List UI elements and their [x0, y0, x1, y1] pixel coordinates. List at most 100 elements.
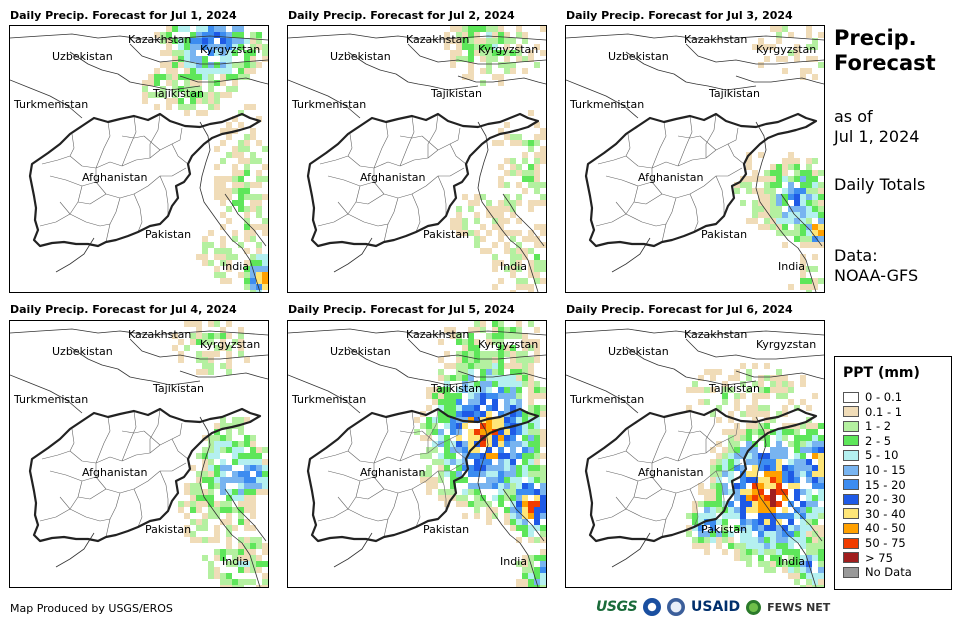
- precip-cell: [498, 38, 504, 44]
- forecast-map-panel[interactable]: Kazakhstan Kyrgyzstan Uzbekistan Tajikistan…: [565, 25, 825, 293]
- precip-cell: [818, 513, 824, 519]
- forecast-map-panel[interactable]: Kazakhstan Kyrgyzstan Uzbekistan Tajikistan…: [9, 25, 269, 293]
- country-border: [477, 416, 539, 587]
- precip-cell: [166, 26, 172, 32]
- forecast-map-panel[interactable]: Kazakhstan Kyrgyzstan Uzbekistan Tajikistan…: [9, 320, 269, 588]
- precip-cell: [238, 327, 244, 333]
- precip-cell: [492, 218, 498, 224]
- precip-cell: [528, 321, 534, 327]
- precip-cell: [250, 194, 256, 200]
- precip-cell: [208, 453, 214, 459]
- precip-cell: [474, 417, 480, 423]
- precip-cell: [770, 507, 776, 513]
- precip-cell: [770, 447, 776, 453]
- precip-cell: [740, 200, 746, 206]
- country-border: [685, 338, 824, 360]
- precip-cell: [534, 182, 540, 188]
- precip-cell: [226, 513, 232, 519]
- precip-cell: [522, 531, 528, 537]
- precip-cell: [794, 230, 800, 236]
- precip-cell: [806, 158, 812, 164]
- precip-cell: [462, 387, 468, 393]
- precip-cell: [710, 447, 716, 453]
- precip-cell: [686, 387, 692, 393]
- precip-cell: [450, 447, 456, 453]
- precip-cell: [438, 489, 444, 495]
- precip-cell: [498, 333, 504, 339]
- legend-swatch: [843, 406, 859, 418]
- precip-cell: [498, 447, 504, 453]
- precip-cell: [782, 537, 788, 543]
- precip-cell: [528, 200, 534, 206]
- precip-cell: [250, 254, 256, 260]
- precip-cell: [244, 236, 250, 242]
- precip-cell: [238, 140, 244, 146]
- precip-cell: [238, 477, 244, 483]
- precip-cell: [806, 170, 812, 176]
- precip-cell: [534, 423, 540, 429]
- precip-cell: [196, 56, 202, 62]
- panel-title: Daily Precip. Forecast for Jul 1, 2024: [10, 9, 237, 22]
- precip-cell: [764, 56, 770, 62]
- precip-cell: [432, 387, 438, 393]
- precip-cell: [818, 200, 824, 206]
- precip-cell: [534, 224, 540, 230]
- precip-cell: [468, 453, 474, 459]
- province-boundary: [49, 470, 97, 482]
- precip-cell: [474, 495, 480, 501]
- precip-cell: [800, 441, 806, 447]
- precip-cell: [734, 489, 740, 495]
- precip-cell: [456, 477, 462, 483]
- legend-swatch: [843, 537, 859, 549]
- precip-cell: [184, 86, 190, 92]
- precip-cell: [818, 447, 824, 453]
- country-border: [69, 346, 201, 386]
- country-label: Pakistan: [701, 523, 747, 536]
- precip-cell: [468, 429, 474, 435]
- precip-cell: [746, 477, 752, 483]
- precip-cell: [812, 543, 818, 549]
- precip-cell: [226, 495, 232, 501]
- forecast-map-panel[interactable]: Kazakhstan Kyrgyzstan Uzbekistan Tajikistan…: [565, 320, 825, 588]
- precip-cell: [794, 465, 800, 471]
- precip-cell: [704, 495, 710, 501]
- precip-cell: [232, 441, 238, 447]
- precip-cell: [540, 465, 546, 471]
- precip-cell: [208, 260, 214, 266]
- precip-cell: [172, 38, 178, 44]
- precip-cell: [256, 254, 262, 260]
- precip-cell: [450, 333, 456, 339]
- precip-cell: [794, 218, 800, 224]
- precip-cell: [534, 513, 540, 519]
- precip-cell: [818, 194, 824, 200]
- precip-cell: [740, 501, 746, 507]
- forecast-map-panel[interactable]: Kazakhstan Kyrgyzstan Uzbekistan Tajikistan…: [287, 25, 547, 293]
- precip-cell: [758, 387, 764, 393]
- precip-cell: [468, 339, 474, 345]
- precip-cell: [770, 537, 776, 543]
- precip-cell: [800, 537, 806, 543]
- precip-cell: [746, 489, 752, 495]
- precip-cell: [800, 284, 806, 290]
- precip-cell: [438, 453, 444, 459]
- province-boundary: [705, 113, 717, 158]
- precip-cell: [492, 26, 498, 32]
- precip-cell: [716, 369, 722, 375]
- precip-cell: [522, 248, 528, 254]
- precip-cell: [232, 549, 238, 555]
- legend-item: 2 - 5: [843, 434, 891, 448]
- forecast-map-panel[interactable]: Kazakhstan Kyrgyzstan Uzbekistan Tajikistan…: [287, 320, 547, 588]
- precip-cell: [528, 146, 534, 152]
- data-source: NOAA-GFS: [834, 266, 919, 285]
- province-boundary: [615, 201, 667, 227]
- precip-cell: [812, 525, 818, 531]
- precip-cell: [196, 80, 202, 86]
- precip-cell: [238, 579, 244, 585]
- precip-cell: [154, 80, 160, 86]
- precip-cell: [250, 236, 256, 242]
- precip-cell: [480, 363, 486, 369]
- precip-cell: [474, 471, 480, 477]
- province-boundary: [689, 193, 699, 233]
- precip-cell: [214, 345, 220, 351]
- precip-cell: [522, 381, 528, 387]
